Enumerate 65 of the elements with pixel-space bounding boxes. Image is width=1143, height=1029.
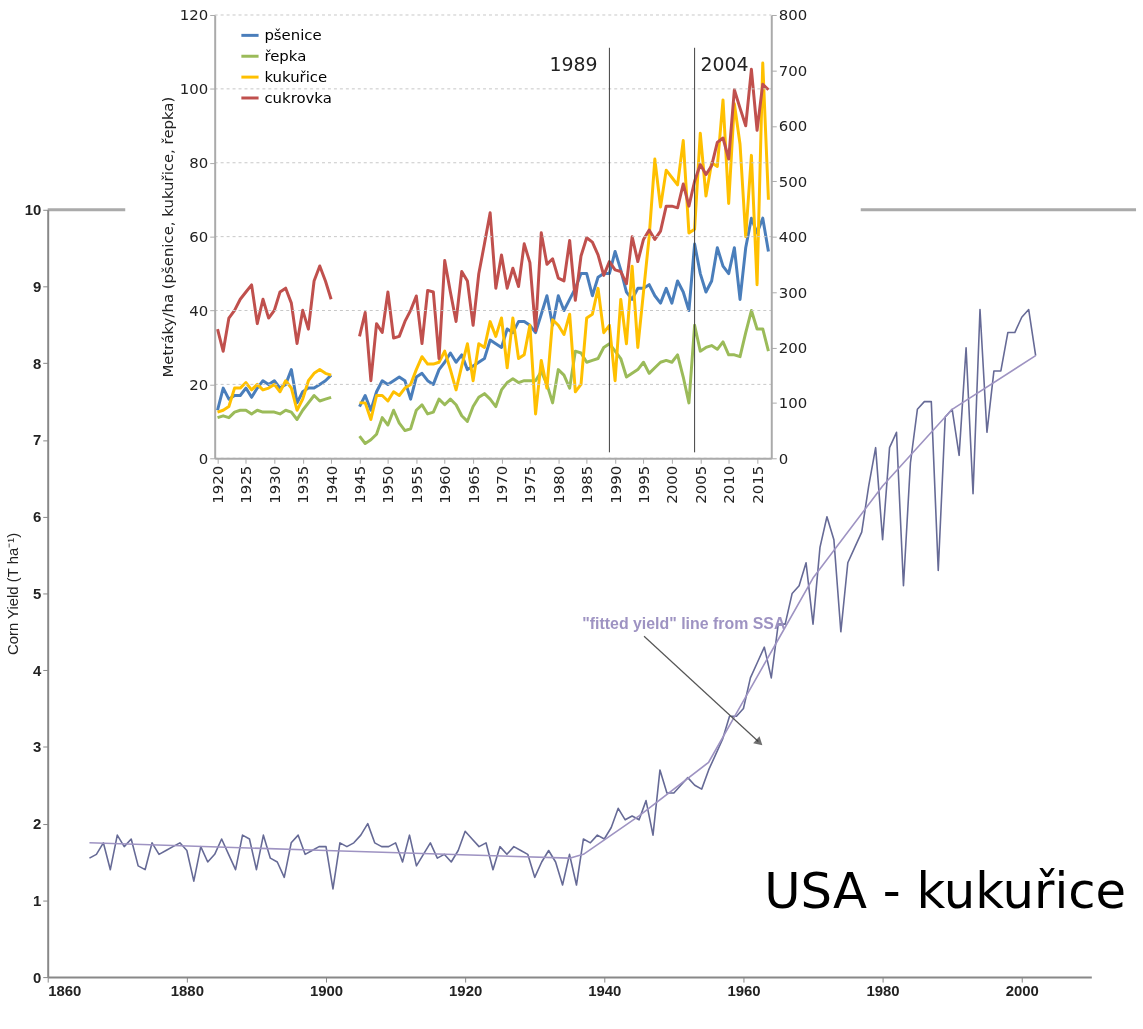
x-tick-label: 1860 (48, 983, 82, 1000)
y2-tick-label: 600 (778, 117, 808, 136)
y-axis-title: Metráky/ha (pšenice, kukuřice, řepka) (158, 96, 177, 378)
x-tick-label: 1880 (170, 983, 204, 1000)
x-tick-label: 1945 (350, 465, 369, 504)
x-tick-label: 1930 (265, 465, 284, 504)
x-tick-label: 2000 (1005, 983, 1039, 1000)
annotation: "fitted yield" line from SSA (582, 615, 786, 633)
y-tick-label: 2 (32, 816, 42, 833)
y-tick-label: 3 (32, 739, 42, 756)
ref-line-label: 2004 (700, 52, 749, 75)
legend-label: cukrovka (264, 88, 332, 107)
x-tick-label: 1975 (521, 465, 540, 504)
y-tick-label: 0 (32, 969, 42, 986)
y-tick-label: 8 (32, 355, 42, 372)
y2-tick-label: 200 (778, 338, 808, 357)
x-tick-label: 1960 (727, 983, 761, 1000)
y-tick-label: 10 (24, 202, 42, 219)
x-tick-label: 1995 (634, 465, 653, 504)
y2-tick-label: 300 (778, 283, 808, 302)
x-tick-label: 1920 (449, 983, 483, 1000)
x-tick-label: 1900 (309, 983, 344, 1000)
x-tick-label: 1970 (492, 465, 511, 504)
x-tick-label: 2015 (748, 465, 767, 504)
x-tick-label: 2000 (663, 465, 682, 504)
y-tick-label: 1 (32, 892, 42, 909)
y-tick-label: 20 (189, 375, 209, 394)
legend-label: pšenice (264, 26, 322, 45)
y2-tick-label: 0 (778, 449, 789, 468)
x-tick-label: 1920 (208, 465, 227, 504)
x-tick-label: 1985 (578, 465, 597, 504)
y-tick-label: 0 (198, 449, 209, 468)
y-axis-title: Corn Yield (T ha⁻¹) (4, 532, 21, 656)
y-tick-label: 5 (32, 585, 42, 602)
x-tick-label: 2005 (691, 465, 710, 504)
y2-tick-label: 700 (778, 61, 808, 80)
legend-label: řepka (264, 47, 307, 66)
y2-tick-label: 500 (778, 172, 808, 191)
x-tick-label: 1935 (294, 465, 313, 504)
y-tick-label: 7 (32, 432, 42, 449)
y-tick-label: 4 (32, 662, 42, 679)
y-tick-label: 80 (189, 154, 209, 173)
x-tick-label: 1965 (464, 465, 483, 504)
annotation: USA - kukuřice (764, 861, 1127, 920)
x-tick-label: 1940 (322, 465, 341, 504)
x-tick-label: 2010 (720, 465, 739, 504)
y-tick-label: 100 (179, 80, 209, 99)
x-tick-label: 1925 (237, 465, 256, 504)
legend-label: kukuřice (264, 68, 328, 87)
x-tick-label: 1960 (436, 465, 455, 504)
y-tick-label: 40 (189, 301, 209, 320)
x-tick-label: 1980 (549, 465, 568, 504)
x-tick-label: 1950 (379, 465, 398, 504)
y-tick-label: 6 (32, 509, 42, 526)
y2-tick-label: 400 (778, 228, 808, 247)
x-tick-label: 1955 (407, 465, 426, 504)
x-tick-label: 1980 (866, 983, 900, 1000)
x-tick-label: 1990 (606, 465, 625, 504)
y-tick-label: 60 (189, 228, 209, 247)
y2-tick-label: 100 (778, 394, 808, 413)
x-tick-label: 1940 (588, 983, 622, 1000)
ref-line-label: 1989 (549, 52, 598, 75)
y2-tick-label: 800 (778, 6, 808, 25)
y-tick-label: 9 (32, 279, 42, 295)
y-tick-label: 120 (179, 6, 209, 25)
